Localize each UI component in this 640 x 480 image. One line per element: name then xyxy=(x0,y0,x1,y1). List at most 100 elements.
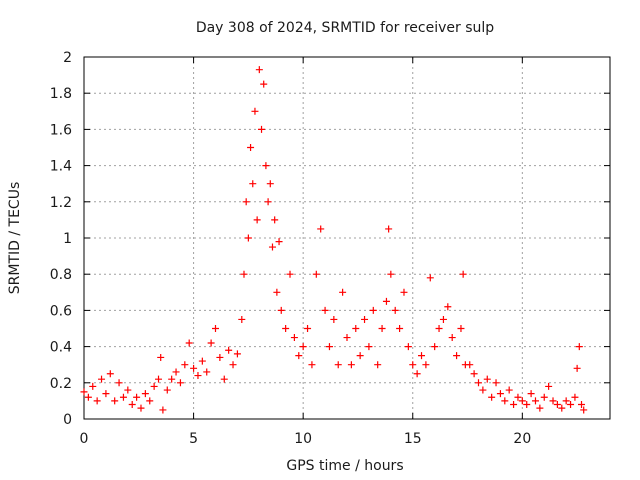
data-point xyxy=(233,350,241,358)
data-point xyxy=(549,397,557,405)
data-point xyxy=(98,375,106,383)
data-point xyxy=(312,270,320,278)
chart-title: Day 308 of 2024, SRMTID for receiver sul… xyxy=(196,20,494,36)
data-point xyxy=(573,364,581,372)
data-point xyxy=(479,386,487,394)
data-point xyxy=(106,370,114,378)
data-point xyxy=(146,397,154,405)
data-point xyxy=(527,390,535,398)
data-point xyxy=(545,382,553,390)
data-point xyxy=(181,361,189,369)
data-point xyxy=(536,404,544,412)
data-point xyxy=(244,234,252,242)
data-point xyxy=(435,325,443,332)
data-point xyxy=(492,379,500,387)
data-point xyxy=(365,343,373,351)
data-point xyxy=(457,325,465,332)
data-point xyxy=(258,125,266,133)
data-point xyxy=(466,361,474,369)
data-point xyxy=(339,288,347,296)
data-point xyxy=(102,390,110,398)
data-point xyxy=(488,393,496,401)
y-tick-label: 0 xyxy=(63,412,72,428)
data-point xyxy=(571,393,579,401)
data-point xyxy=(453,352,461,360)
data-point xyxy=(238,315,246,323)
data-point xyxy=(255,66,263,74)
data-point xyxy=(540,393,548,401)
data-point xyxy=(282,325,290,332)
data-point xyxy=(459,270,467,278)
data-point xyxy=(518,397,526,405)
data-point xyxy=(216,353,224,361)
data-point xyxy=(580,406,588,414)
y-tick-label: 1 xyxy=(63,231,72,247)
data-point xyxy=(207,339,215,347)
data-point xyxy=(111,397,119,405)
data-point xyxy=(133,393,141,401)
data-point xyxy=(229,361,237,369)
data-point xyxy=(124,386,132,394)
data-point xyxy=(501,397,509,405)
data-point xyxy=(448,334,456,342)
data-point xyxy=(119,393,127,401)
data-point xyxy=(385,225,393,233)
data-point xyxy=(194,372,202,380)
data-point xyxy=(426,274,434,282)
y-tick-label: 1.8 xyxy=(50,86,72,102)
y-tick-label: 1.4 xyxy=(50,159,72,175)
data-point xyxy=(413,370,421,378)
data-point xyxy=(251,107,259,115)
data-point xyxy=(378,325,386,332)
data-point xyxy=(220,375,228,383)
data-point xyxy=(185,339,193,347)
data-point xyxy=(299,343,307,351)
data-point xyxy=(439,315,447,323)
data-point xyxy=(347,361,355,369)
data-point xyxy=(369,306,377,314)
data-point xyxy=(361,315,369,323)
y-tick-label: 0.4 xyxy=(50,340,72,356)
data-point xyxy=(141,390,149,398)
data-point xyxy=(286,270,294,278)
data-point xyxy=(475,379,482,387)
data-point xyxy=(260,80,268,88)
data-point xyxy=(304,325,312,332)
data-point xyxy=(157,353,165,361)
data-point xyxy=(268,243,276,251)
data-point xyxy=(115,379,123,387)
plot-frame xyxy=(83,56,611,420)
data-point xyxy=(203,368,211,376)
data-point xyxy=(80,388,88,396)
data-point xyxy=(275,238,283,246)
data-point xyxy=(391,306,399,314)
data-point xyxy=(155,375,163,383)
data-point xyxy=(400,288,408,296)
x-tick-label: 20 xyxy=(513,431,531,447)
data-point xyxy=(137,404,145,412)
data-point xyxy=(343,334,351,342)
data-point xyxy=(150,382,158,390)
data-point xyxy=(444,303,452,311)
y-tick-label: 1.6 xyxy=(50,122,72,138)
y-tick-label: 0.8 xyxy=(50,267,72,283)
y-axis-label: SRMTID / TECUs xyxy=(7,182,23,295)
data-point xyxy=(93,397,101,405)
data-point xyxy=(198,357,206,365)
x-tick-label: 0 xyxy=(80,431,89,447)
data-point xyxy=(374,361,382,369)
data-point xyxy=(212,325,219,332)
data-point xyxy=(431,343,439,351)
data-point xyxy=(242,198,250,206)
data-point xyxy=(247,144,255,151)
data-points xyxy=(80,66,588,414)
data-point xyxy=(567,401,575,409)
data-point xyxy=(558,404,566,412)
tick-label-layer: 00.20.40.60.811.21.41.61.820 5 10 15 20 xyxy=(50,50,532,447)
data-point xyxy=(271,216,279,224)
data-point xyxy=(159,406,167,414)
y-tick-label: 2 xyxy=(63,50,72,66)
data-point xyxy=(84,393,92,401)
data-point xyxy=(290,334,298,342)
